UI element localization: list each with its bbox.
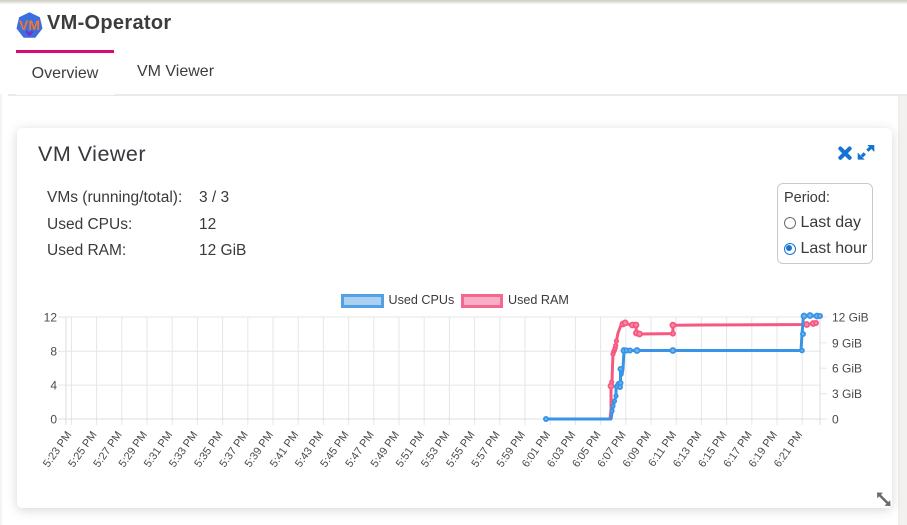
svg-text:0: 0: [832, 413, 839, 427]
svg-text:4: 4: [50, 379, 57, 393]
svg-text:8: 8: [50, 345, 57, 359]
svg-text:3 GiB: 3 GiB: [832, 387, 862, 401]
svg-text:12 GiB: 12 GiB: [832, 311, 869, 325]
svg-text:VM: VM: [19, 17, 40, 33]
svg-text:6 GiB: 6 GiB: [832, 362, 862, 376]
svg-text:0: 0: [50, 413, 57, 427]
svg-text:12: 12: [44, 311, 58, 325]
svg-text:9 GiB: 9 GiB: [832, 336, 862, 350]
